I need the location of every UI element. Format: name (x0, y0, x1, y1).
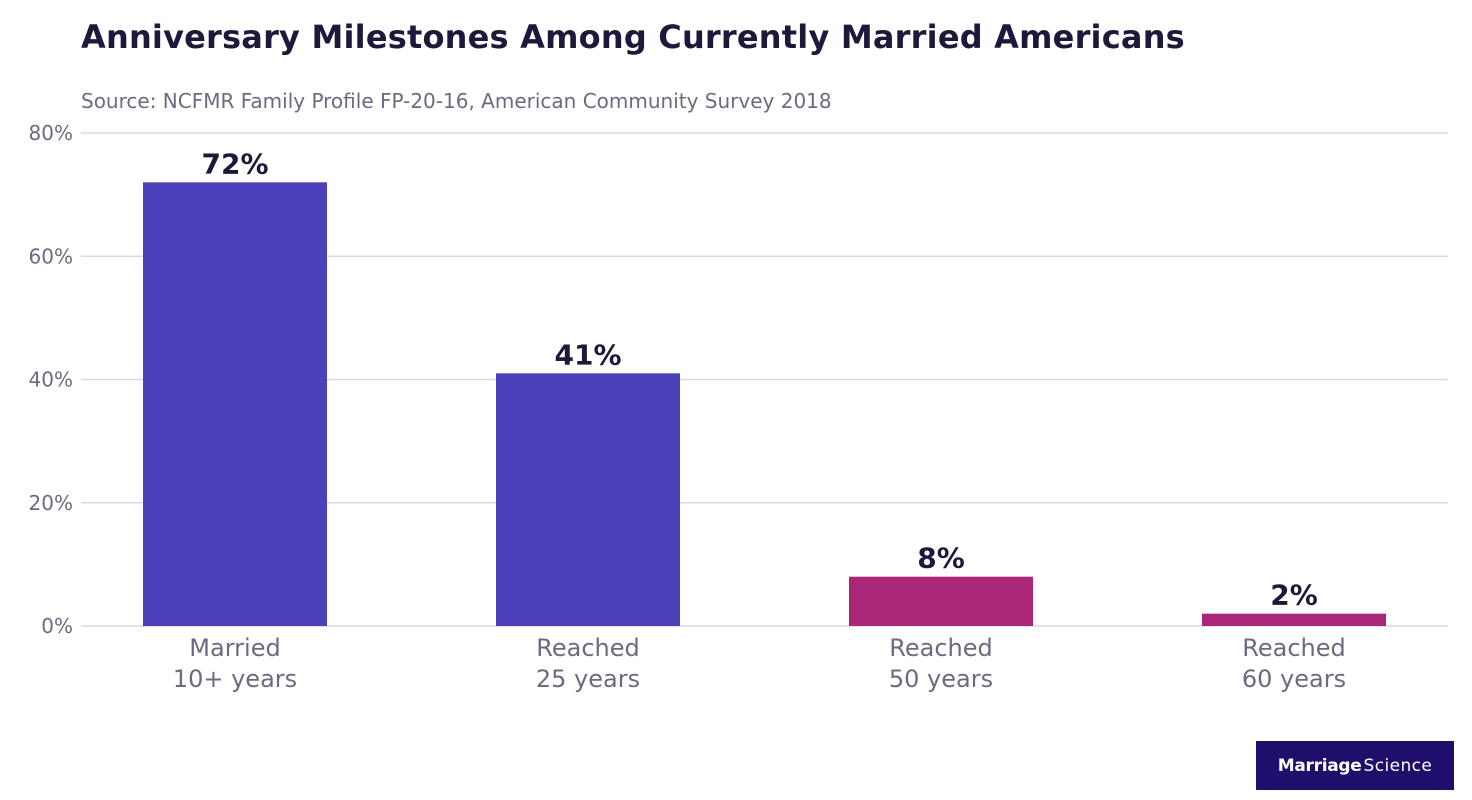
x-tick-label: 50 years (889, 665, 993, 693)
x-tick-label: Married (189, 634, 280, 662)
y-axis-ticks: 0% 20% 40% 60% 80% (29, 121, 73, 638)
brand-logo-part2: Science (1363, 755, 1433, 776)
x-tick-label: Reached (1242, 634, 1345, 662)
x-tick-label: 10+ years (173, 665, 297, 693)
value-label: 41% (554, 338, 621, 371)
value-labels: 72% 41% 8% 2% (201, 147, 1317, 611)
x-tick-label: Reached (889, 634, 992, 662)
y-tick-label: 80% (29, 121, 73, 145)
chart-subtitle: Source: NCFMR Family Profile FP-20-16, A… (81, 89, 832, 113)
bar (1202, 613, 1386, 626)
x-tick-label: 25 years (536, 665, 640, 693)
y-tick-label: 20% (29, 491, 73, 515)
y-tick-label: 0% (41, 614, 73, 638)
brand-logo: Marriage Science (1256, 741, 1454, 790)
y-tick-label: 40% (29, 368, 73, 392)
bar (496, 373, 680, 626)
brand-logo-part1: Marriage (1277, 755, 1362, 776)
bars (143, 182, 1386, 627)
x-tick-label: 60 years (1242, 665, 1346, 693)
y-tick-label: 60% (29, 244, 73, 268)
chart-title: Anniversary Milestones Among Currently M… (81, 18, 1185, 56)
x-axis-ticks: Married 10+ years Reached 25 years Reached 50… (173, 634, 1346, 693)
value-label: 8% (917, 542, 965, 575)
x-tick-label: Reached (536, 634, 639, 662)
bar (849, 576, 1033, 626)
value-label: 2% (1270, 579, 1318, 612)
bar (143, 182, 327, 627)
value-label: 72% (201, 147, 268, 180)
